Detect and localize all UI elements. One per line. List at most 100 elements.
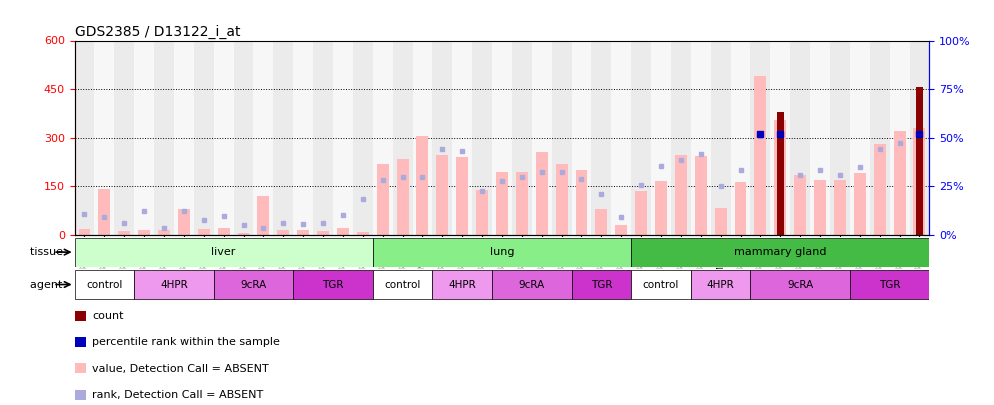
- Bar: [552, 40, 572, 235]
- Bar: [432, 40, 452, 235]
- Text: agent: agent: [30, 279, 66, 290]
- Bar: [397, 159, 409, 235]
- Bar: [75, 40, 94, 235]
- Bar: [894, 131, 906, 235]
- Bar: [214, 40, 234, 235]
- Bar: [591, 40, 611, 235]
- Bar: [512, 40, 532, 235]
- Text: count: count: [92, 311, 124, 321]
- Bar: [774, 120, 786, 235]
- Bar: [138, 230, 150, 235]
- Bar: [635, 191, 647, 235]
- Bar: [452, 40, 472, 235]
- Bar: [373, 270, 432, 299]
- Bar: [631, 40, 651, 235]
- Text: value, Detection Call = ABSENT: value, Detection Call = ABSENT: [92, 364, 269, 373]
- Text: 4HPR: 4HPR: [707, 279, 735, 290]
- Bar: [158, 230, 170, 235]
- Bar: [651, 40, 671, 235]
- Bar: [94, 40, 114, 235]
- Bar: [735, 182, 746, 235]
- Bar: [134, 270, 214, 299]
- Bar: [178, 209, 190, 235]
- Text: GDS2385 / D13122_i_at: GDS2385 / D13122_i_at: [75, 26, 240, 39]
- Bar: [750, 270, 850, 299]
- Bar: [297, 230, 309, 235]
- Bar: [337, 228, 349, 235]
- Bar: [413, 40, 432, 235]
- Bar: [313, 40, 333, 235]
- Bar: [854, 173, 866, 235]
- Text: 4HPR: 4HPR: [160, 279, 188, 290]
- Bar: [850, 270, 929, 299]
- Bar: [234, 40, 253, 235]
- Bar: [496, 172, 508, 235]
- Bar: [556, 164, 568, 235]
- Text: control: control: [86, 279, 122, 290]
- Bar: [476, 190, 488, 235]
- Bar: [913, 128, 925, 235]
- Bar: [770, 40, 790, 235]
- Bar: [154, 40, 174, 235]
- Bar: [695, 156, 707, 235]
- Text: TGR: TGR: [322, 279, 344, 290]
- Bar: [834, 181, 846, 235]
- Bar: [595, 209, 607, 235]
- Text: control: control: [385, 279, 420, 290]
- Bar: [198, 229, 210, 235]
- Text: 9cRA: 9cRA: [519, 279, 545, 290]
- Bar: [373, 40, 393, 235]
- Bar: [754, 76, 766, 235]
- Bar: [715, 208, 727, 235]
- Bar: [436, 155, 448, 235]
- Bar: [890, 40, 910, 235]
- Bar: [536, 152, 548, 235]
- Bar: [214, 270, 293, 299]
- Bar: [631, 270, 691, 299]
- Text: 9cRA: 9cRA: [241, 279, 266, 290]
- Bar: [432, 270, 492, 299]
- Text: TGR: TGR: [879, 279, 901, 290]
- Bar: [516, 172, 528, 235]
- Bar: [675, 155, 687, 235]
- Bar: [174, 40, 194, 235]
- Bar: [916, 87, 922, 235]
- Bar: [333, 40, 353, 235]
- Bar: [456, 157, 468, 235]
- Bar: [790, 40, 810, 235]
- Bar: [253, 40, 273, 235]
- Bar: [850, 40, 870, 235]
- Text: 9cRA: 9cRA: [787, 279, 813, 290]
- Bar: [691, 270, 750, 299]
- Bar: [874, 144, 886, 235]
- Bar: [273, 40, 293, 235]
- Bar: [194, 40, 214, 235]
- Bar: [814, 180, 826, 235]
- Bar: [576, 170, 587, 235]
- Bar: [277, 230, 289, 235]
- Bar: [114, 40, 134, 235]
- Bar: [353, 40, 373, 235]
- Bar: [79, 229, 90, 235]
- Bar: [655, 181, 667, 235]
- Bar: [293, 270, 373, 299]
- Bar: [377, 164, 389, 235]
- Bar: [373, 237, 631, 267]
- Bar: [317, 231, 329, 235]
- Bar: [257, 196, 269, 235]
- Bar: [134, 40, 154, 235]
- Bar: [572, 40, 591, 235]
- Bar: [830, 40, 850, 235]
- Text: liver: liver: [212, 247, 236, 257]
- Text: mammary gland: mammary gland: [734, 247, 827, 257]
- Bar: [75, 270, 134, 299]
- Bar: [492, 270, 572, 299]
- Bar: [98, 189, 110, 235]
- Text: percentile rank within the sample: percentile rank within the sample: [92, 337, 280, 347]
- Bar: [731, 40, 750, 235]
- Bar: [532, 40, 552, 235]
- Bar: [393, 40, 413, 235]
- Bar: [711, 40, 731, 235]
- Bar: [910, 40, 929, 235]
- Bar: [293, 40, 313, 235]
